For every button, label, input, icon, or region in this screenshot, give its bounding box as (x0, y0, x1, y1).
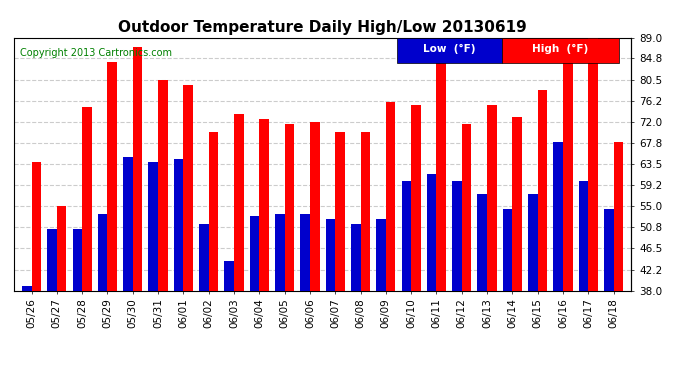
Bar (335, 132, 345, 291)
Bar (108, 62, 117, 291)
Bar (386, 102, 395, 291)
Bar (513, 117, 522, 291)
Bar (437, 53, 446, 291)
Bar (589, 35, 598, 291)
Bar (427, 174, 437, 291)
Bar (487, 105, 497, 291)
Bar (224, 261, 234, 291)
Text: Low  (°F): Low (°F) (423, 44, 475, 54)
Bar (300, 214, 310, 291)
Bar (528, 194, 538, 291)
Bar (462, 124, 471, 291)
Bar (82, 107, 92, 291)
Bar (613, 142, 623, 291)
Bar (72, 229, 82, 291)
Bar (411, 105, 421, 291)
Bar (148, 162, 158, 291)
Bar (553, 142, 563, 291)
Bar (132, 47, 142, 291)
Bar (376, 219, 386, 291)
Bar (275, 214, 284, 291)
Bar (604, 209, 613, 291)
Bar (351, 224, 361, 291)
Text: High  (°F): High (°F) (532, 44, 589, 54)
Bar (123, 157, 132, 291)
Bar (402, 182, 411, 291)
Bar (234, 114, 244, 291)
Bar (57, 206, 66, 291)
Bar (250, 216, 259, 291)
Bar (259, 119, 269, 291)
Bar (361, 132, 370, 291)
Bar (326, 219, 335, 291)
Bar (199, 224, 208, 291)
Bar (174, 159, 184, 291)
Title: Outdoor Temperature Daily High/Low 20130619: Outdoor Temperature Daily High/Low 20130… (118, 20, 527, 35)
Text: Copyright 2013 Cartronics.com: Copyright 2013 Cartronics.com (20, 48, 172, 58)
Bar (98, 214, 108, 291)
Bar (452, 182, 462, 291)
Bar (284, 124, 294, 291)
FancyBboxPatch shape (502, 38, 619, 63)
Bar (477, 194, 487, 291)
Bar (32, 162, 41, 291)
Bar (538, 90, 547, 291)
FancyBboxPatch shape (397, 38, 502, 63)
Bar (503, 209, 513, 291)
Bar (310, 122, 319, 291)
Bar (579, 182, 589, 291)
Bar (22, 286, 32, 291)
Bar (563, 53, 573, 291)
Bar (184, 85, 193, 291)
Bar (47, 229, 57, 291)
Bar (208, 132, 218, 291)
Bar (158, 80, 168, 291)
